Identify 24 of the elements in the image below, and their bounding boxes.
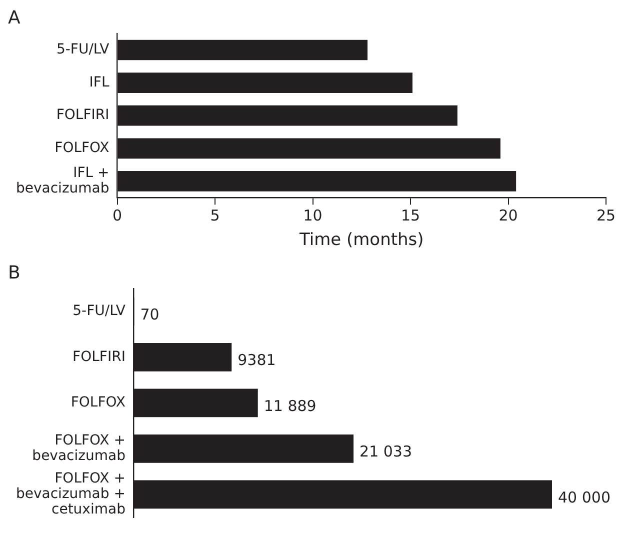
chart-title: A [8, 7, 21, 28]
y-tick-label: IFL + bevacizumab [16, 165, 110, 197]
data-label: 11 889 [264, 396, 316, 415]
y-tick-label: FOLFOX [54, 140, 110, 156]
x-tick-label: 25 [596, 206, 616, 224]
x-tick-label: 0 [112, 206, 122, 224]
data-label: 9381 [238, 351, 276, 370]
data-label: 21 033 [360, 442, 412, 461]
y-tick-label: 5-FU/LV [72, 303, 126, 320]
data-label: 70 [140, 305, 160, 324]
y-tick-label: FOLFIRI [72, 348, 126, 365]
y-tick-label: FOLFOX [70, 394, 126, 411]
x-tick-label: 15 [400, 206, 420, 224]
x-tick-label: 10 [303, 206, 322, 224]
y-tick-label: 5-FU/LV [56, 42, 110, 58]
x-tick-label: 20 [498, 206, 518, 224]
x-tick-label: 5 [210, 206, 220, 224]
y-tick-label: FOLFOX + bevacizumab + cetuximab [16, 470, 126, 518]
y-tick-label: FOLFIRI [56, 107, 110, 124]
y-tick-label: FOLFOX + bevacizumab [32, 432, 126, 464]
data-label: 40 000 [558, 488, 610, 506]
chart-title: B [8, 262, 20, 284]
y-tick-label: IFL [89, 74, 110, 90]
x-axis-title: Time (months) [298, 230, 424, 250]
